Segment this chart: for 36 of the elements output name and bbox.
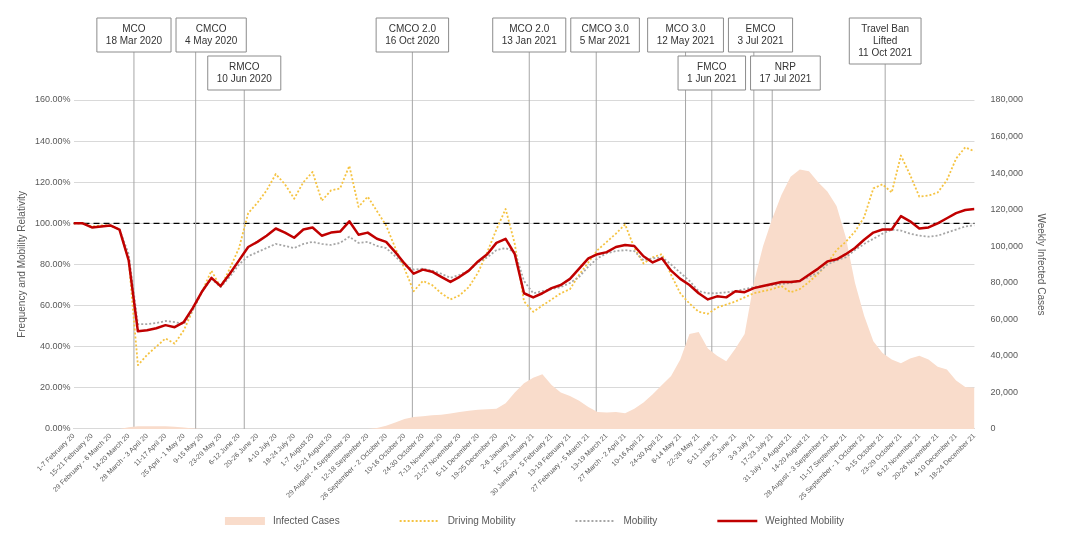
legend-label: Weighted Mobility	[765, 514, 845, 526]
ref-line-label: CMCO 3.0 5 Mar 2021	[579, 22, 631, 46]
legend-label: Infected Cases	[272, 514, 340, 526]
y2-tick-label: 120,000	[990, 204, 1024, 215]
y-axis-title: Frequency and Mobility Relativity	[15, 191, 27, 338]
legend-label: Driving Mobility	[447, 514, 516, 526]
y-tick-label: 140.00%	[35, 135, 71, 146]
y2-tick-label: 140,000	[990, 167, 1024, 178]
y2-tick-label: 60,000	[990, 313, 1018, 324]
y-tick-label: 120.00%	[35, 176, 71, 187]
y2-tick-label: 80,000	[990, 277, 1018, 288]
ref-line-label: EMCO 3 Jul 2021	[737, 22, 785, 46]
y-tick-label: 60.00%	[40, 300, 71, 311]
y-tick-label: 100.00%	[35, 217, 71, 228]
y2-tick-label: 20,000	[990, 386, 1018, 397]
ref-line-label: CMCO 2.0 16 Oct 2020	[385, 22, 441, 46]
ref-line-label: MCO 18 Mar 2020	[105, 22, 163, 46]
ref-line-label: RMCO 10 Jun 2020	[216, 60, 273, 84]
ref-line-label: MCO 2.0 13 Jan 2021	[501, 22, 558, 46]
y-tick-label: 20.00%	[40, 382, 71, 393]
ref-line-label: FMCO 1 Jun 2021	[687, 60, 737, 84]
y2-tick-label: 160,000	[990, 131, 1024, 142]
y-tick-label: 160.00%	[35, 94, 71, 105]
ref-line-label: NRP 17 Jul 2021	[759, 60, 812, 84]
y2-tick-label: 180,000	[990, 94, 1024, 105]
y2-axis-title: Weekly Infected Cases	[1036, 213, 1048, 316]
ref-line-label: MCO 3.0 12 May 2021	[656, 22, 715, 46]
y2-tick-label: 100,000	[990, 240, 1024, 251]
y-tick-label: 0.00%	[45, 423, 71, 434]
ref-line-label: Travel Ban Lifted 11 Oct 2021	[858, 22, 913, 58]
y2-tick-label: 40,000	[990, 350, 1018, 361]
y-tick-label: 40.00%	[40, 341, 71, 352]
y2-tick-label: 0	[990, 423, 996, 434]
legend-label: Mobility	[623, 514, 658, 526]
ref-line-label: CMCO 4 May 2020	[185, 22, 238, 46]
y-tick-label: 80.00%	[40, 258, 71, 269]
